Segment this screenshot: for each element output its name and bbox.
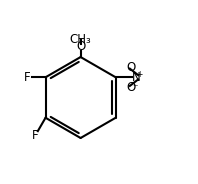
Text: O: O bbox=[76, 40, 85, 53]
Text: N: N bbox=[131, 71, 140, 84]
Text: F: F bbox=[24, 71, 30, 84]
Text: O: O bbox=[127, 81, 136, 94]
Text: CH₃: CH₃ bbox=[70, 33, 91, 46]
Text: F: F bbox=[32, 129, 39, 142]
Text: +: + bbox=[136, 70, 142, 79]
Text: ⁻: ⁻ bbox=[133, 83, 138, 93]
Text: O: O bbox=[127, 61, 136, 74]
